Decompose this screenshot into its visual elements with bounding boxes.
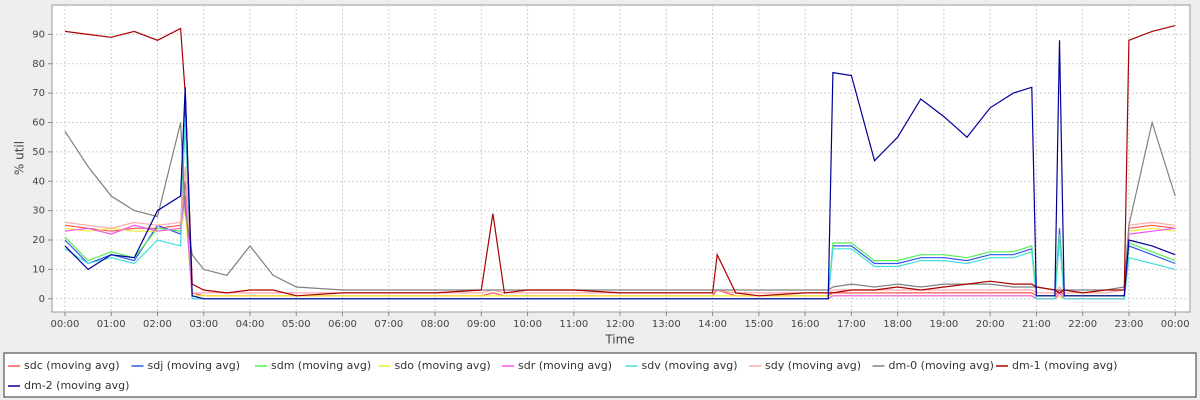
- x-tick-label: 11:00: [559, 319, 588, 330]
- x-axis-label: Time: [604, 333, 634, 347]
- y-tick-label: 30: [32, 206, 45, 217]
- plot-area: [52, 5, 1190, 312]
- y-tick-label: 10: [32, 264, 45, 275]
- y-tick-label: 0: [39, 294, 45, 305]
- x-tick-label: 18:00: [883, 319, 912, 330]
- x-tick-label: 23:00: [1115, 319, 1144, 330]
- x-tick-label: 15:00: [744, 319, 773, 330]
- x-tick-label: 00:00: [1161, 319, 1190, 330]
- y-tick-label: 60: [32, 118, 45, 129]
- y-tick-label: 20: [32, 235, 45, 246]
- legend-label: sdv (moving avg): [642, 359, 738, 372]
- legend-label: sdc (moving avg): [24, 359, 120, 372]
- legend-label: sdj (moving avg): [148, 359, 241, 372]
- y-tick-label: 70: [32, 88, 45, 99]
- x-tick-label: 19:00: [929, 319, 958, 330]
- x-tick-label: 16:00: [791, 319, 820, 330]
- x-tick-label: 07:00: [374, 319, 403, 330]
- x-tick-label: 13:00: [652, 319, 681, 330]
- x-tick-label: 02:00: [143, 319, 172, 330]
- x-tick-label: 08:00: [421, 319, 450, 330]
- y-tick-label: 90: [32, 29, 45, 40]
- y-tick-label: 80: [32, 59, 45, 70]
- x-tick-label: 21:00: [1022, 319, 1051, 330]
- x-tick-label: 14:00: [698, 319, 727, 330]
- legend-label: dm-0 (moving avg): [889, 359, 994, 372]
- y-tick-label: 50: [32, 147, 45, 158]
- legend-label: dm-2 (moving avg): [24, 379, 129, 392]
- y-axis-label: % util: [13, 141, 27, 175]
- y-tick-label: 40: [32, 176, 45, 187]
- x-tick-label: 05:00: [282, 319, 311, 330]
- x-tick-label: 20:00: [976, 319, 1005, 330]
- legend-label: dm-1 (moving avg): [1012, 359, 1117, 372]
- x-tick-label: 03:00: [189, 319, 218, 330]
- x-tick-label: 09:00: [467, 319, 496, 330]
- x-tick-label: 00:00: [51, 319, 80, 330]
- x-tick-label: 10:00: [513, 319, 542, 330]
- x-tick-label: 17:00: [837, 319, 866, 330]
- x-tick-label: 22:00: [1068, 319, 1097, 330]
- legend-label: sdy (moving avg): [765, 359, 861, 372]
- x-tick-label: 06:00: [328, 319, 357, 330]
- x-tick-label: 01:00: [97, 319, 126, 330]
- x-tick-label: 12:00: [606, 319, 635, 330]
- legend-label: sdr (moving avg): [518, 359, 612, 372]
- legend-label: sdo (moving avg): [395, 359, 491, 372]
- legend-label: sdm (moving avg): [271, 359, 371, 372]
- x-tick-label: 04:00: [236, 319, 265, 330]
